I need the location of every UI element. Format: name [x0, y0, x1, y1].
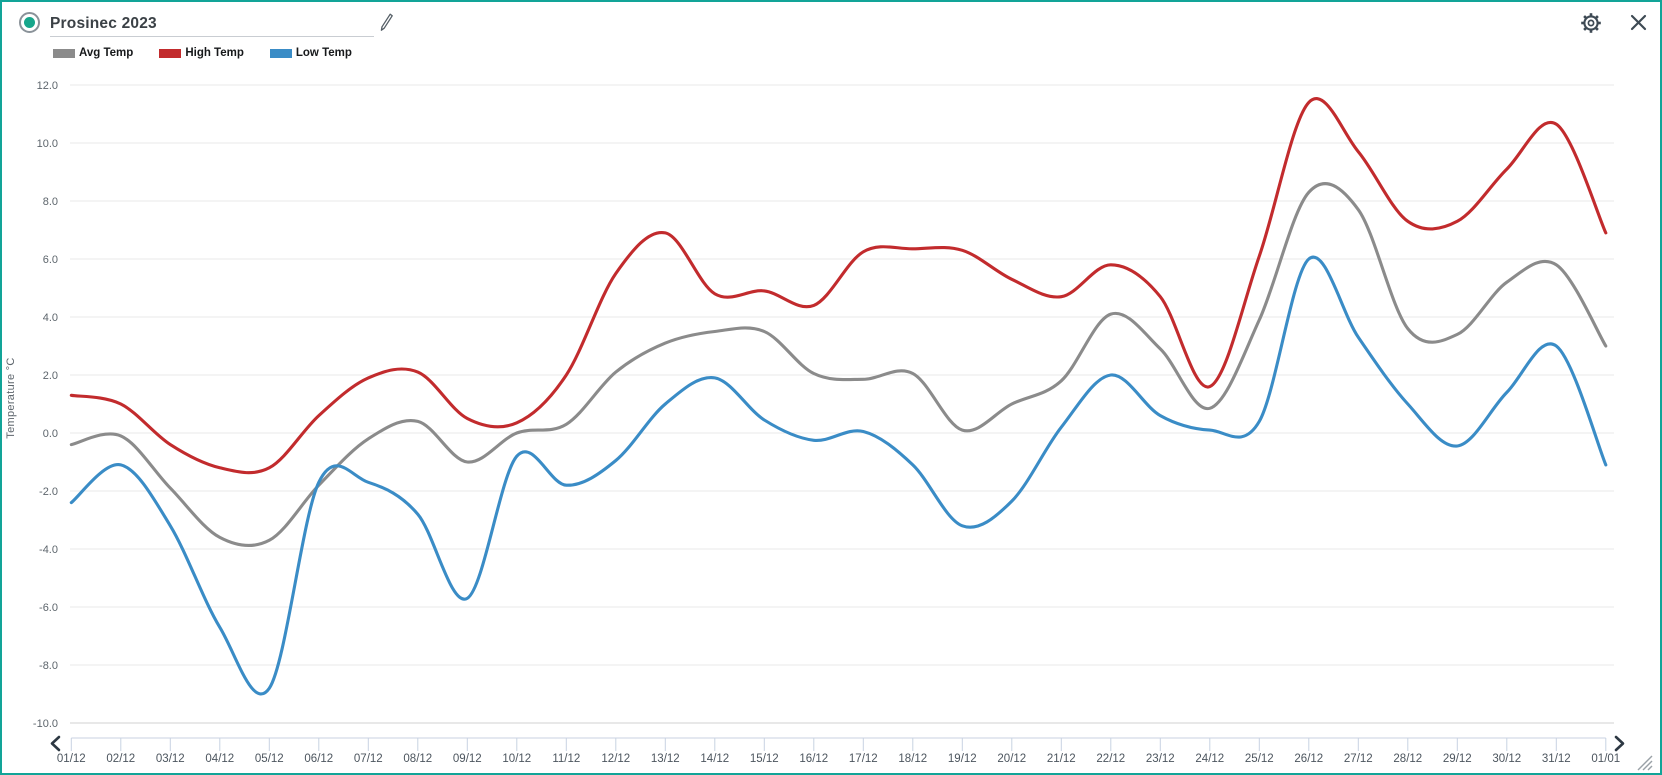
x-tick-label: 03/12 — [156, 753, 185, 765]
series-line-avg-temp — [69, 182, 1608, 548]
legend-swatch-avg — [53, 48, 75, 58]
x-tick-label: 05/12 — [255, 753, 284, 765]
x-tick-label: 31/12 — [1542, 753, 1571, 765]
x-tick-label: 07/12 — [354, 753, 383, 765]
legend-label: Low Temp — [295, 47, 352, 59]
legend-item-low[interactable]: Low Temp — [269, 47, 352, 59]
resize-handle-line — [1647, 765, 1653, 771]
legend-swatch-high — [159, 48, 182, 58]
x-tick-label: 10/12 — [502, 753, 531, 765]
x-tick-label: 26/12 — [1294, 753, 1323, 765]
x-tick-label: 08/12 — [403, 753, 432, 765]
x-tick-label: 24/12 — [1195, 753, 1224, 765]
x-tick-label: 01/12 — [57, 753, 86, 765]
x-tick-label: 25/12 — [1245, 753, 1274, 765]
y-tick-label: 4.0 — [43, 312, 58, 324]
x-tick-label: 17/12 — [849, 753, 878, 765]
y-tick-label: 0.0 — [43, 428, 58, 440]
x-tick-label: 22/12 — [1096, 753, 1125, 765]
x-tick-label: 28/12 — [1393, 753, 1422, 765]
chevron-right-icon[interactable] — [1614, 735, 1625, 752]
close-icon[interactable] — [1630, 14, 1647, 31]
series-line-low-temp — [69, 255, 1608, 696]
x-tick-label: 16/12 — [799, 753, 828, 765]
x-tick-label: 15/12 — [750, 753, 779, 765]
y-tick-label: 10.0 — [37, 138, 58, 150]
x-tick-label: 11/12 — [552, 753, 580, 765]
x-tick-label: 23/12 — [1146, 753, 1175, 765]
y-tick-label: -2.0 — [39, 486, 58, 498]
resize-handle-icon[interactable] — [1637, 755, 1653, 771]
x-tick-label: 29/12 — [1443, 753, 1472, 765]
x-tick-label: 02/12 — [106, 753, 135, 765]
x-tick-label: 18/12 — [898, 753, 927, 765]
chart-title-input[interactable] — [50, 11, 374, 37]
legend-swatch-low — [269, 48, 292, 58]
legend-item-high[interactable]: High Temp — [159, 47, 244, 59]
radio-selected-icon[interactable] — [19, 12, 40, 33]
x-tick-label: 21/12 — [1047, 753, 1076, 765]
y-tick-label: -10.0 — [33, 718, 58, 730]
x-tick-label: 01/01 — [1591, 753, 1620, 765]
y-tick-label: 12.0 — [37, 80, 58, 92]
legend-label: High Temp — [185, 47, 244, 59]
y-tick-label: -6.0 — [39, 602, 58, 614]
x-tick-label: 30/12 — [1492, 753, 1521, 765]
x-tick-label: 19/12 — [948, 753, 977, 765]
legend-item-avg[interactable]: Avg Temp — [53, 47, 133, 59]
y-tick-label: 2.0 — [43, 370, 58, 382]
resize-handle-line — [1637, 755, 1653, 771]
x-tick-label: 27/12 — [1344, 753, 1373, 765]
y-tick-label: 8.0 — [43, 196, 58, 208]
resize-handle-line — [1642, 760, 1653, 771]
pencil-icon[interactable] — [378, 12, 396, 34]
y-tick-label: 6.0 — [43, 254, 58, 266]
x-tick-label: 06/12 — [304, 753, 333, 765]
series-line-high-temp — [69, 97, 1608, 475]
y-tick-label: -8.0 — [39, 660, 58, 672]
radio-dot — [24, 17, 35, 28]
x-tick-label: 09/12 — [453, 753, 482, 765]
y-tick-label: -4.0 — [39, 544, 58, 556]
gear-icon[interactable] — [1579, 11, 1603, 35]
x-tick-label: 12/12 — [601, 753, 630, 765]
x-tick-label: 13/12 — [651, 753, 680, 765]
x-tick-label: 20/12 — [997, 753, 1026, 765]
legend-label: Avg Temp — [79, 47, 134, 59]
legend: Avg Temp High Temp Low Temp — [53, 47, 352, 59]
chevron-left-icon[interactable] — [50, 735, 61, 752]
x-tick-label: 14/12 — [700, 753, 729, 765]
x-tick-label: 04/12 — [205, 753, 234, 765]
